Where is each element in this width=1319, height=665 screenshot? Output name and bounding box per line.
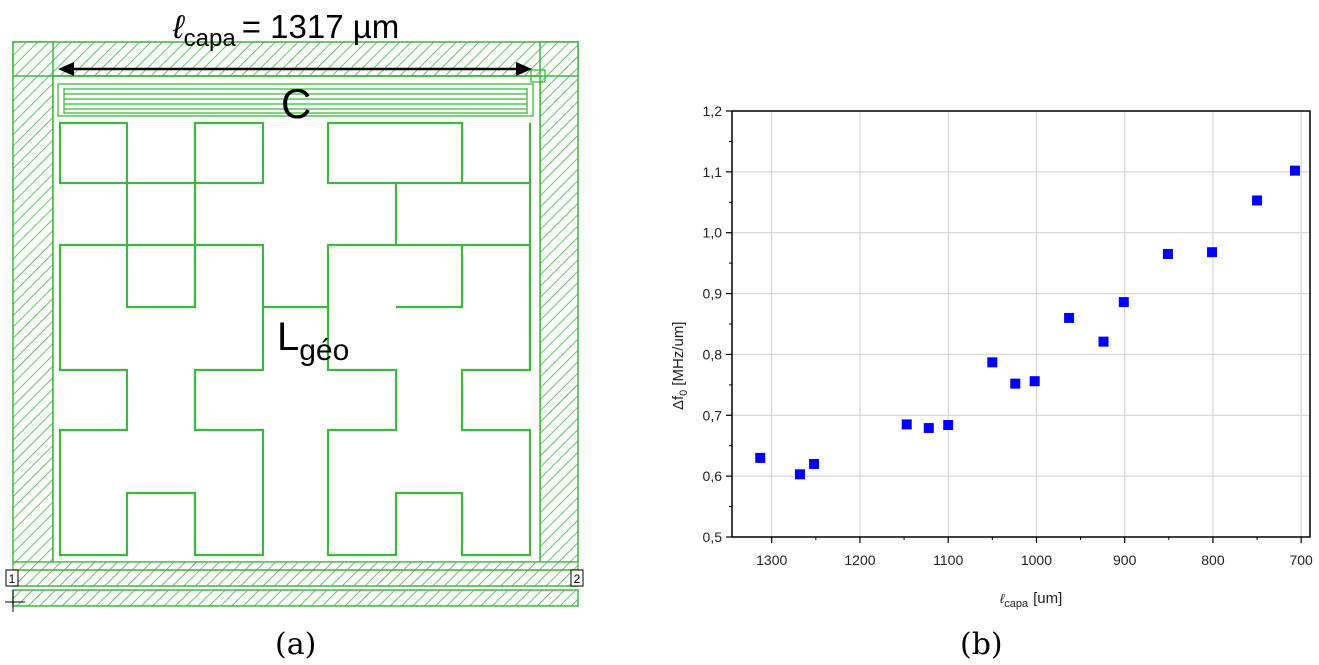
ground-top-band [12,41,579,77]
feed-line-center [12,569,579,587]
fractal-inductor-right-arm [396,181,532,370]
feed-line [12,561,579,607]
capa-length-label: ℓcapa = 1317 µm [172,8,399,52]
interdigital-capacitor [57,69,546,117]
data-point [1098,336,1109,347]
data-point [923,423,934,434]
y-tick-label: 0,6 [703,468,723,484]
data-point [809,458,820,469]
scatter-chart: 0,5 0,6 0,7 0,8 0,9 1,0 1,1 1,2 1300 1200 1100 1000… [670,103,1314,610]
port-1: 1 [5,569,19,587]
x-tick-label: 700 [1289,552,1313,568]
port-2: 2 [570,569,584,587]
inductor-label: Lgéo [277,315,349,367]
inner-cavity [52,75,541,563]
feed-line-lower [12,589,579,607]
data-point [987,357,998,368]
ground-frame [12,41,579,563]
x-tick-label: 1000 [1021,552,1052,568]
capacitor-label: C [281,80,311,127]
data-point [755,452,766,463]
tick-layer: 0,5 0,6 0,7 0,8 0,9 1,0 1,1 1,2 1300 1200 1100 1000… [703,103,1314,568]
x-tick-label: 1200 [844,552,875,568]
y-tick-label: 1,1 [703,164,723,180]
data-points [755,165,1300,480]
ground-left-band [12,41,54,563]
data-point [1010,378,1021,389]
x-axis-title: ℓcapa [um] [1000,590,1062,610]
data-point [1289,165,1300,176]
feed-line-upper [12,561,579,571]
y-tick-label: 0,9 [703,286,723,302]
dimension-arrow [58,62,532,76]
plot-frame [731,110,1311,538]
x-tick-label: 800 [1201,552,1225,568]
subfigure-a-label: (a) [275,627,317,662]
grid-layer [732,110,1310,538]
fractal-inductor [58,121,532,557]
y-tick-label: 0,8 [703,346,723,362]
y-tick-label: 1,2 [703,103,723,119]
subfigure-b-label: (b) [960,627,1003,662]
resonator-layout: 1 2 ℓcapa = 1317 µm C Lgéo [5,8,584,612]
data-point [1162,249,1173,260]
data-point [901,419,912,430]
data-point [1252,195,1263,206]
y-tick-label: 0,5 [703,529,723,545]
data-point [1064,312,1075,323]
data-point [1118,297,1129,308]
x-tick-label: 900 [1113,552,1137,568]
y-axis-title: Δf0[MHz/um] [670,322,690,410]
y-tick-label: 0,7 [703,407,723,423]
port-1-label: 1 [9,572,16,586]
data-point [1029,376,1040,387]
data-point [1207,247,1218,258]
data-point [794,469,805,480]
ground-right-band [539,41,579,563]
port-2-label: 2 [574,572,581,586]
origin-cross-icon [5,590,25,612]
data-point [943,420,954,431]
x-tick-label: 1100 [933,552,963,568]
y-tick-label: 1,0 [703,225,723,241]
x-tick-label: 1300 [756,552,787,568]
